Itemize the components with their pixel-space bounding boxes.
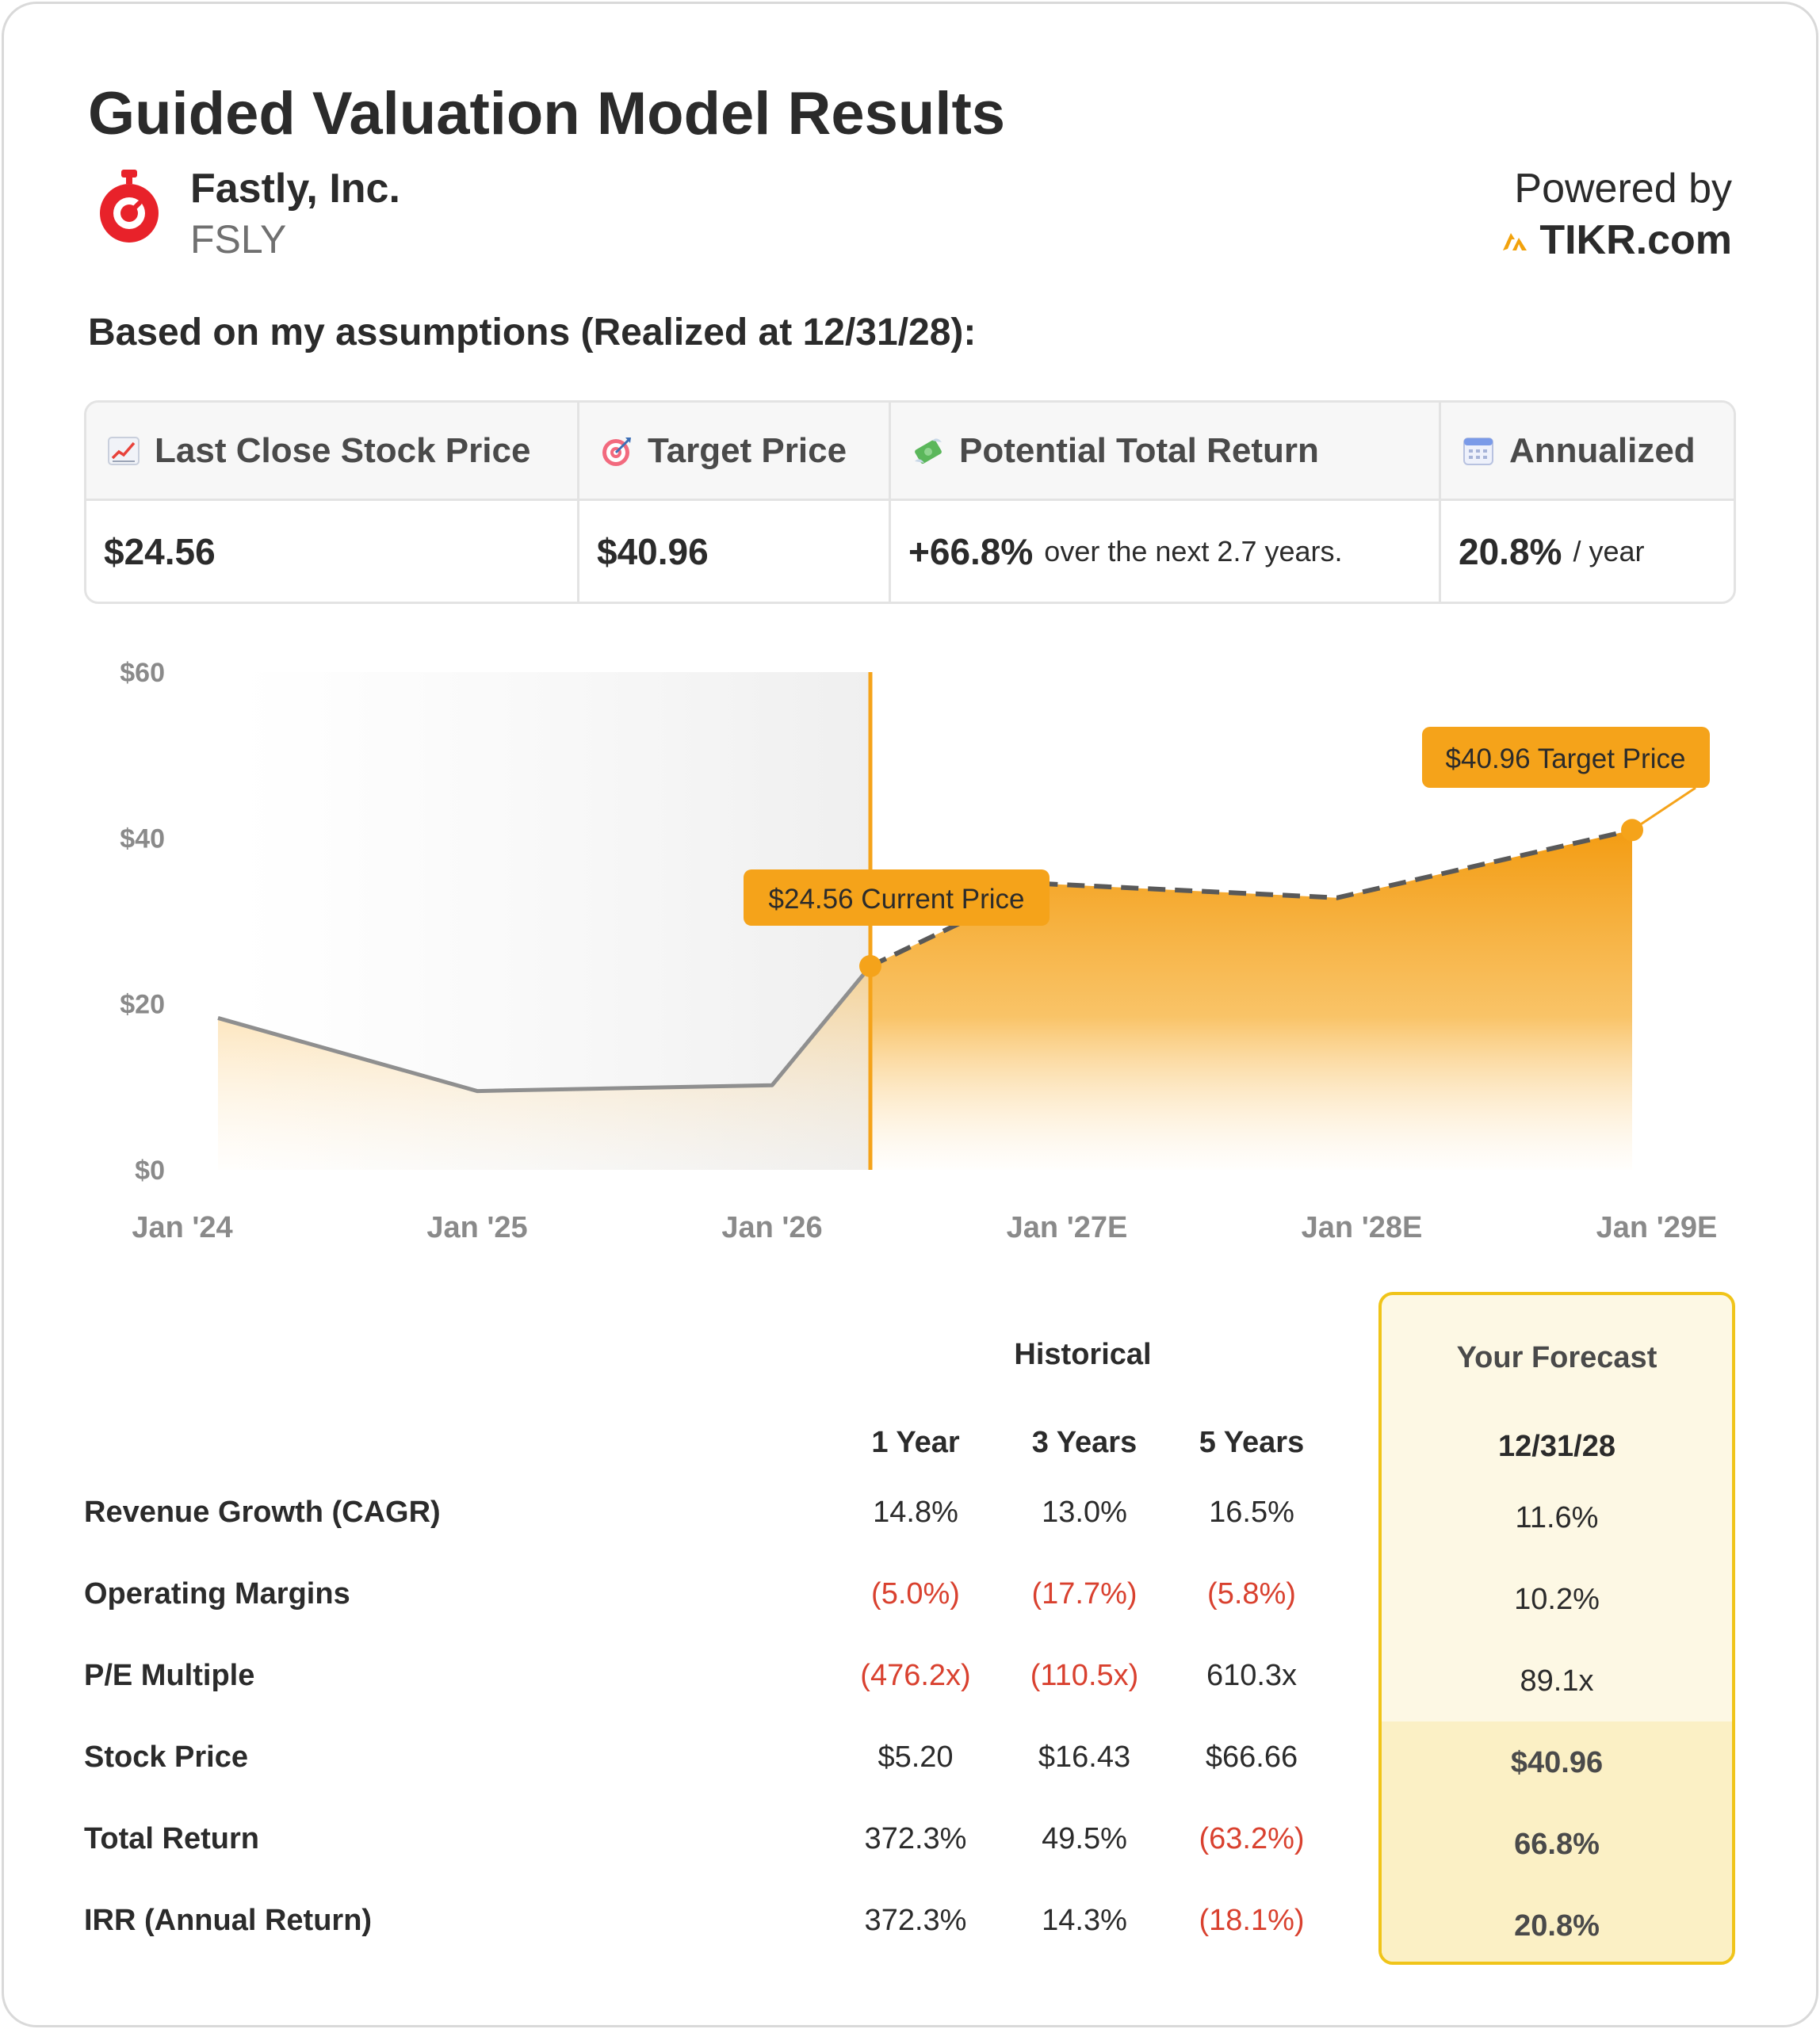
table-cell: 13.0% [1042,1496,1127,1529]
x-tick-label: Jan '27E [1007,1211,1128,1244]
ticker-symbol: FSLY [190,217,287,262]
col-header-5-years: 5 Years [1199,1426,1305,1459]
col-header-1-year: 1 Year [871,1426,960,1459]
table-cell: (63.2%) [1199,1822,1305,1855]
y-tick-label: $20 [120,990,165,1020]
summary-col-annualized: Annualized 20.8% / year [1441,403,1734,602]
potential-return-note: over the next 2.7 years. [1044,534,1343,567]
target-price-point [1621,819,1643,842]
table-cell: $16.43 [1038,1741,1131,1774]
current-price-point [859,954,881,977]
target-icon [602,437,631,466]
forecast-date: 12/31/28 [1498,1430,1615,1463]
summary-table: Last Close Stock Price $24.56 Target Pri… [84,400,1736,604]
forecast-cell: 10.2% [1514,1583,1600,1616]
target-price-callout [1422,727,1710,788]
table-cell: 16.5% [1209,1496,1294,1529]
tikr-logo-icon [1503,233,1528,250]
row-label: Total Return [84,1822,259,1855]
table-cell: (5.8%) [1207,1577,1296,1611]
forecast-column: Your Forecast 12/31/28 11.6% 10.2% 89.1x $4… [1378,1292,1735,1965]
table-cell: 610.3x [1206,1659,1298,1692]
summary-col-target: Target Price $40.96 [579,403,891,602]
table-cell: 372.3% [864,1822,967,1855]
table-cell: $66.66 [1205,1741,1298,1774]
table-cell: (476.2x) [860,1659,971,1692]
potential-return-value: +66.8% [908,530,1034,572]
annualized-note: / year [1573,534,1645,567]
row-label: Stock Price [84,1741,248,1774]
row-label: Operating Margins [84,1577,350,1611]
x-tick-label: Jan '26 [721,1211,822,1244]
historical-header: Historical [1014,1338,1152,1371]
table-cell: 49.5% [1042,1822,1127,1855]
forecast-cell: 11.6% [1515,1501,1599,1534]
forecast-area [870,830,1632,1170]
historical-area [218,965,870,1170]
summary-col-return: Potential Total Return +66.8% over the n… [891,403,1441,602]
col-header-3-years: 3 Years [1031,1426,1138,1459]
table-cell: (5.0%) [871,1577,960,1611]
forecast-cell: 89.1x [1520,1664,1594,1698]
potential-return-label: Potential Total Return [959,430,1319,470]
table-cell: (18.1%) [1199,1904,1305,1937]
x-tick-label: Jan '25 [426,1211,527,1244]
annualized-label: Annualized [1509,430,1696,470]
target-price-value: $40.96 [597,530,709,572]
chart-increasing-icon [108,436,140,465]
forecast-cell: 66.8% [1514,1828,1600,1861]
current-price-callout [744,869,1050,926]
row-label: IRR (Annual Return) [84,1904,373,1937]
target-price-callout-label: $40.96 Target Price [1446,743,1686,774]
target-price-label: Target Price [648,430,847,470]
target-leader-line [1631,786,1696,831]
y-tick-label: $60 [120,658,165,688]
table-cell: (110.5x) [1030,1659,1139,1692]
forecast-header: Your Forecast [1456,1341,1658,1374]
calendar-icon [1463,437,1493,465]
last-close-value: $24.56 [104,530,216,572]
table-cell: $5.20 [878,1741,954,1774]
row-label: P/E Multiple [84,1659,255,1692]
forecast-cell: $40.96 [1510,1746,1604,1779]
y-tick-label: $40 [120,823,165,854]
historical-line [217,965,872,1094]
last-close-label: Last Close Stock Price [155,430,531,470]
summary-col-last-close: Last Close Stock Price $24.56 [86,403,579,602]
money-with-wings-icon [915,438,942,464]
page-title: Guided Valuation Model Results [88,80,1006,147]
powered-by-label: Powered by [1514,166,1732,212]
table-cell: (17.7%) [1031,1577,1138,1611]
table-cell: 372.3% [864,1904,967,1937]
x-tick-label: Jan '28E [1302,1211,1423,1244]
forecast-cell: 20.8% [1514,1909,1600,1943]
price-chart-svg: $0 $20 $40 $60 Jan '24 Jan '25 Jan '26 Jan '27E… [120,658,1718,1244]
forecast-highlight [1382,1721,1732,1962]
x-tick-label: Jan '29E [1596,1211,1718,1244]
tikr-brand-label: TIKR.com [1539,217,1732,263]
tikr-brand[interactable]: TIKR.com [1501,216,1732,264]
company-name: Fastly, Inc. [190,166,400,212]
current-price-callout-label: $24.56 Current Price [769,884,1025,915]
row-label: Revenue Growth (CAGR) [84,1496,441,1529]
table-cell: 14.3% [1042,1904,1127,1937]
assumptions-heading: Based on my assumptions (Realized at 12/… [88,311,977,353]
stopwatch-icon [100,170,159,243]
price-chart: $0 $20 $40 $60 Jan '24 Jan '25 Jan '26 Jan '27E… [0,618,1820,1268]
x-tick-label: Jan '24 [132,1211,232,1244]
table-cell: 14.8% [873,1496,958,1529]
annualized-value: 20.8% [1459,530,1562,572]
y-tick-label: $0 [135,1156,165,1186]
